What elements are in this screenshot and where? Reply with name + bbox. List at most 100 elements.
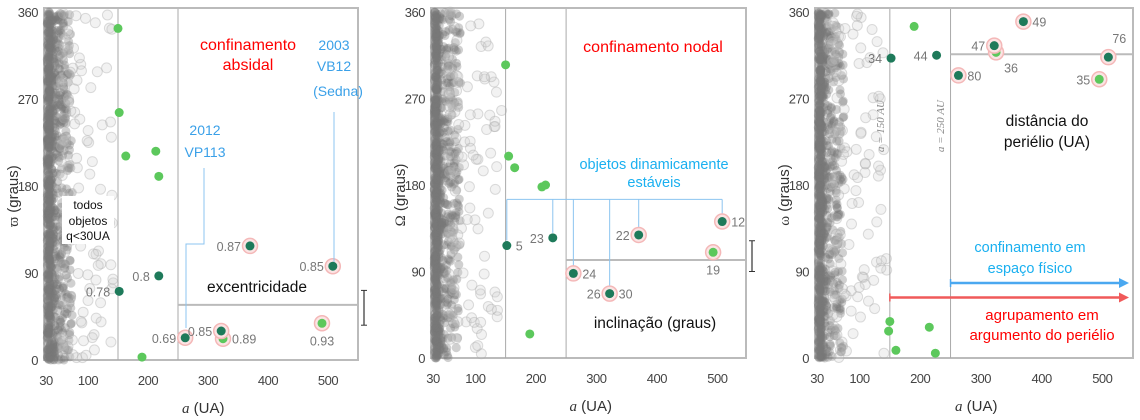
background-point [815,9,825,19]
background-point [437,185,447,195]
background-point [436,138,446,148]
plot-frame [430,7,747,359]
background-point [819,340,829,350]
background-point [815,141,825,151]
background-point [834,210,844,220]
background-point [54,153,64,163]
background-point [48,106,58,116]
background-point [45,95,55,105]
background-point [80,12,92,24]
background-point [815,192,825,202]
background-point [43,287,53,297]
background-point [814,111,824,121]
background-point [431,139,441,149]
background-point [814,169,824,179]
background-point [44,37,54,47]
background-point [815,336,825,346]
background-point [816,279,826,289]
background-point [432,179,442,189]
background-point [43,344,53,354]
background-point [430,208,440,218]
background-point [455,222,467,234]
background-point [43,182,53,192]
background-point [491,161,503,173]
background-point [817,204,827,214]
background-point [50,350,60,360]
background-point [47,196,57,206]
background-point [815,181,825,191]
background-point [60,307,70,317]
background-point [431,165,441,175]
background-point [48,53,58,63]
background-point [831,236,843,248]
background-point [814,52,824,62]
background-point [814,105,824,115]
background-point [820,162,830,172]
background-point [816,258,826,268]
background-point [836,89,846,99]
background-point [43,114,53,124]
background-point [46,72,56,82]
background-point [824,55,834,65]
background-point [431,286,441,296]
background-point [814,12,824,22]
background-point [431,195,441,205]
background-point [105,131,117,143]
background-point [449,245,459,255]
background-point [817,90,827,100]
background-point [43,316,53,326]
background-point [859,279,871,291]
background-point [851,10,863,22]
background-point [60,104,70,114]
background-point [432,140,442,150]
x-tick-label: 200 [910,371,930,386]
background-point [429,327,439,337]
background-point [814,119,824,129]
x-tick-label: 400 [1031,371,1051,386]
background-point [436,294,446,304]
background-point [44,193,54,203]
background-point [44,233,54,243]
background-point [45,176,55,186]
background-point [46,67,56,77]
background-point [50,277,60,287]
data-point-light [113,23,123,33]
background-point [43,180,53,190]
background-point [432,245,442,255]
background-point [833,128,845,140]
background-point [433,51,443,61]
background-point [432,85,442,95]
background-point [820,296,830,306]
background-point [51,94,61,104]
background-point [51,61,61,71]
background-point [454,207,464,217]
background-point [45,220,55,230]
background-point [45,9,55,19]
background-point [814,228,824,238]
background-point [454,23,464,33]
background-point [838,248,848,258]
background-point [63,68,73,78]
background-point [67,188,77,198]
background-point [431,173,441,183]
background-point [44,347,54,357]
background-point [436,118,446,128]
background-point [456,151,468,163]
background-point [62,138,72,148]
background-point [430,259,440,269]
background-point [45,352,55,362]
background-point [48,229,58,239]
data-point-light [708,247,718,257]
background-point [814,244,824,254]
background-point [832,22,842,32]
background-point [433,160,443,170]
background-point [816,153,826,163]
background-point [49,194,59,204]
background-point [57,135,69,147]
background-point [430,259,440,269]
background-point [815,202,825,212]
background-point [817,352,827,362]
background-point [443,89,455,101]
background-point [434,38,444,48]
